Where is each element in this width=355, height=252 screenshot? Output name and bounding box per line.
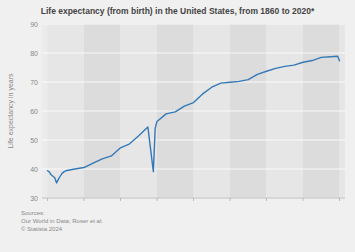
- x-tick: [120, 198, 121, 201]
- x-tick: [339, 198, 340, 201]
- y-grid-line: [42, 111, 345, 112]
- chart: 30 40 50 60 70 80 90 Life expectancy in years Li…: [0, 0, 355, 252]
- y-tick-label: 40: [30, 166, 38, 173]
- y-axis-label: Life expectancy in years: [7, 73, 15, 149]
- data-line: [47, 56, 339, 183]
- x-tick: [47, 198, 48, 201]
- x-tick: [303, 198, 304, 201]
- y-tick-label: 60: [30, 108, 38, 115]
- y-tick-label: 50: [30, 137, 38, 144]
- y-tick-label: 70: [30, 79, 38, 86]
- y-grid-line: [42, 140, 345, 141]
- plot-area: [42, 24, 345, 198]
- y-grid-line: [42, 82, 345, 83]
- y-grid-line: [42, 198, 345, 199]
- x-tick: [230, 198, 231, 201]
- x-tick: [156, 198, 157, 201]
- title: Life expectancy (from birth) in the Unit…: [41, 6, 315, 16]
- y-grid-line: [42, 24, 345, 25]
- background: [0, 0, 355, 252]
- x-tick: [266, 198, 267, 201]
- x-tick: [83, 198, 84, 201]
- x-tick: [193, 198, 194, 201]
- y-tick-label: 30: [30, 195, 38, 202]
- y-tick-label: 80: [30, 50, 38, 57]
- y-tick-label: 90: [30, 21, 38, 28]
- y-grid-line: [42, 169, 345, 170]
- source-text: Sources: Our World in Data; Roser et al. ©…: [21, 210, 103, 232]
- y-grid-line: [42, 53, 345, 54]
- source-line: Our World in Data; Roser et al.: [21, 218, 103, 224]
- plot-background: [42, 24, 345, 198]
- source-line: © Statista 2024: [21, 226, 63, 232]
- source-line: Sources:: [21, 210, 45, 216]
